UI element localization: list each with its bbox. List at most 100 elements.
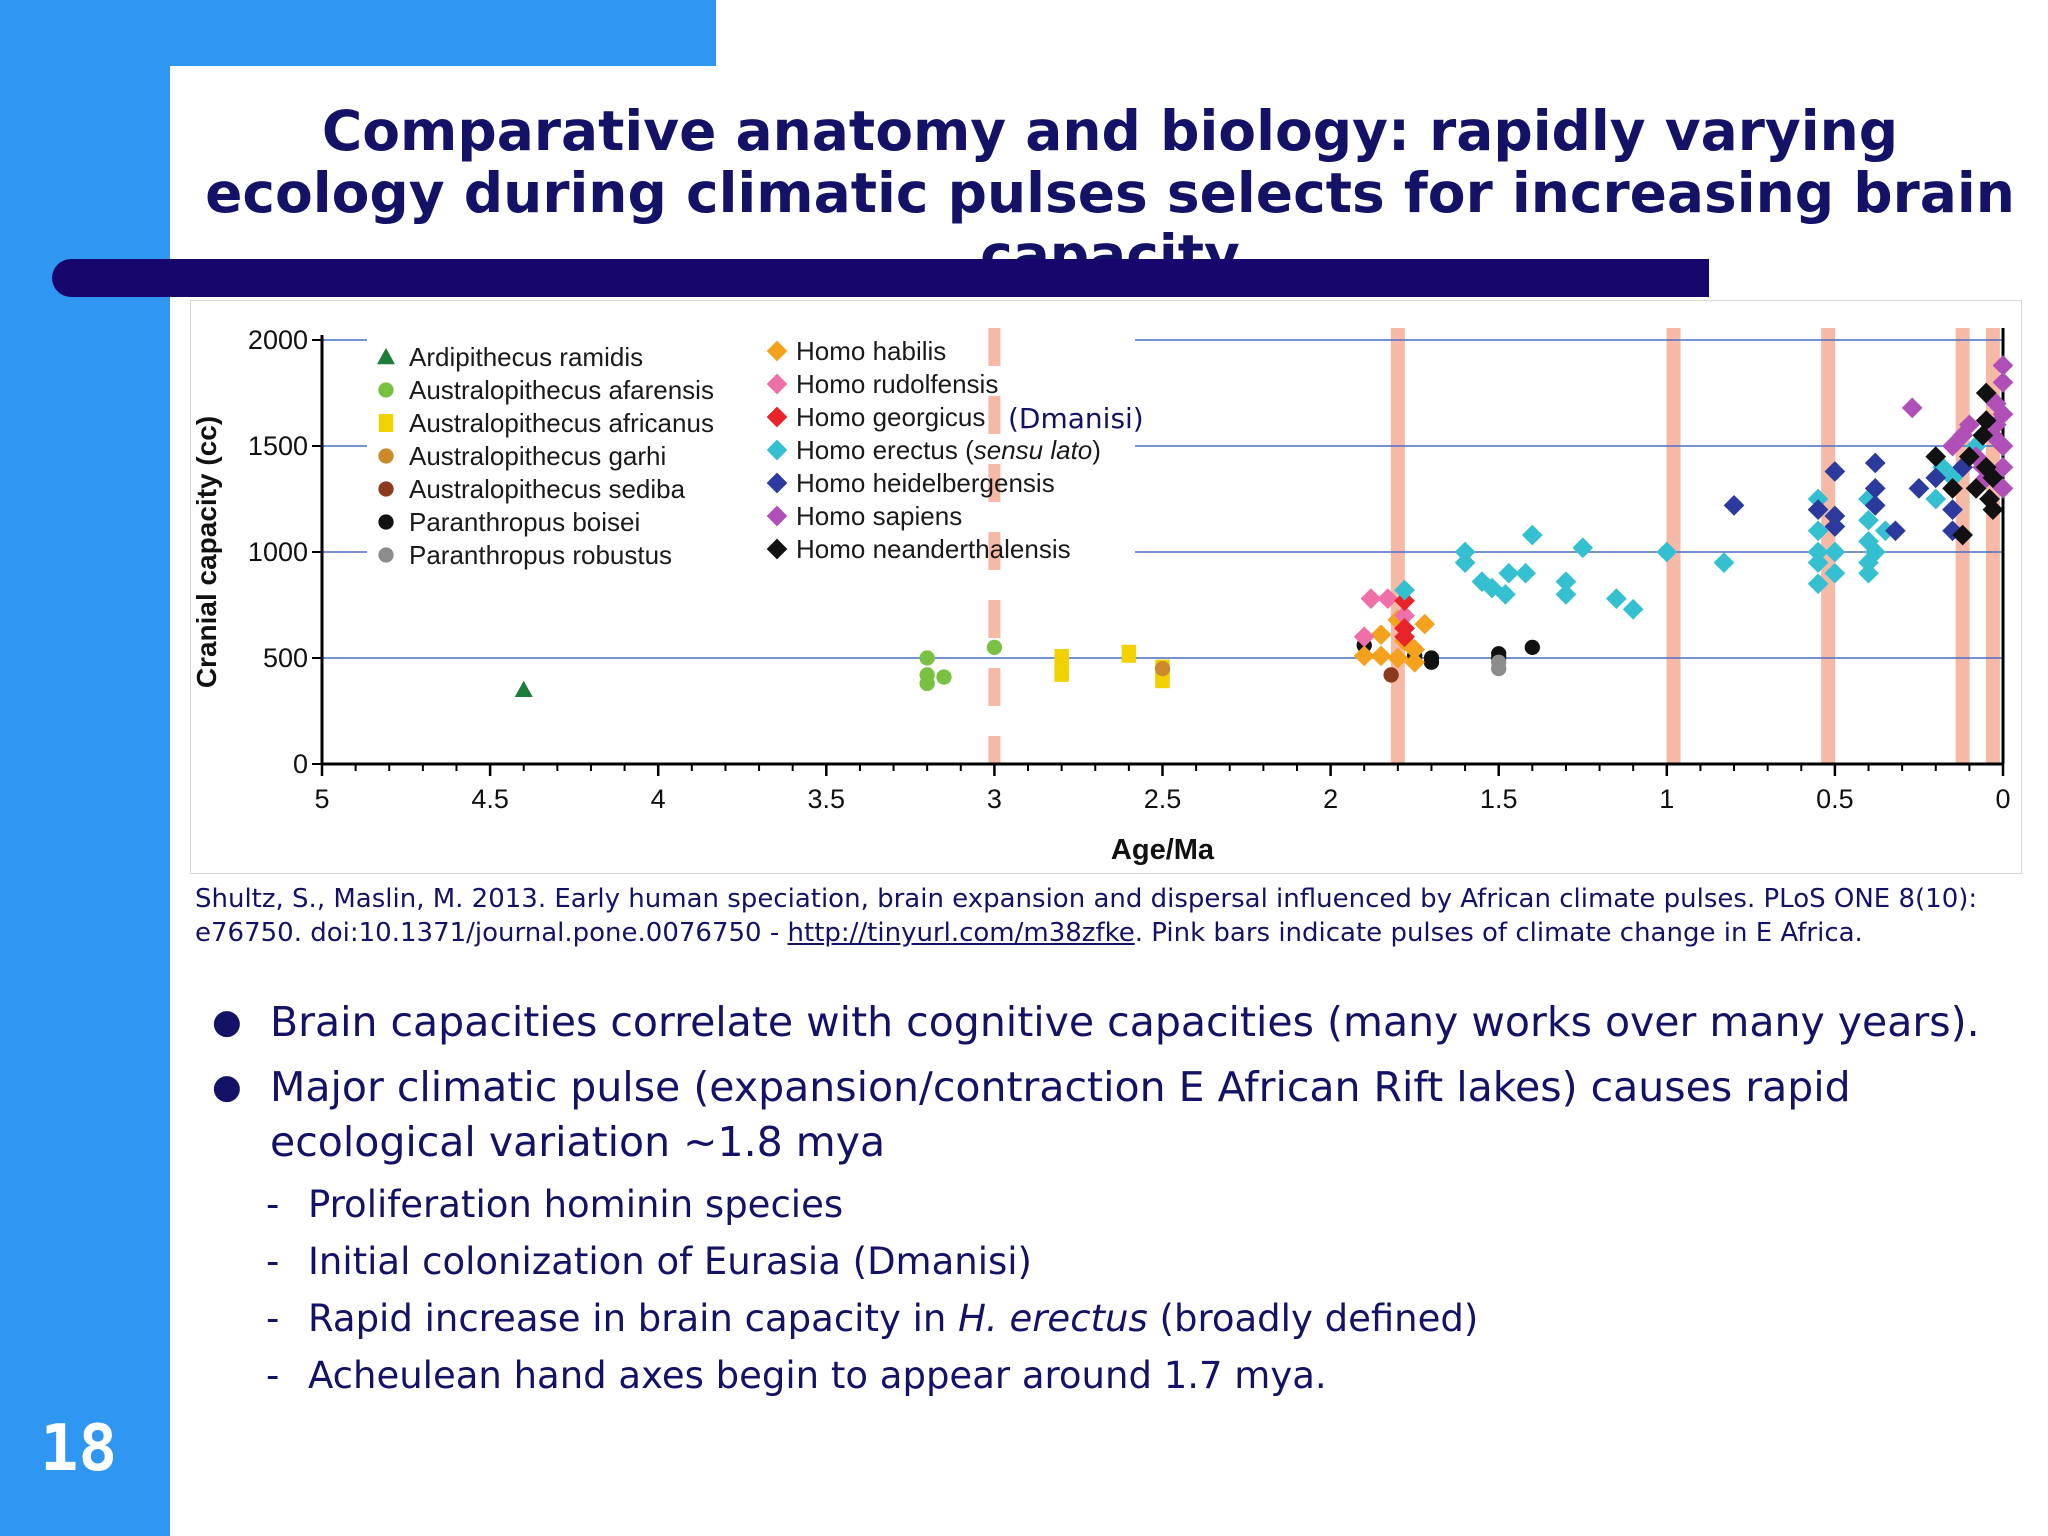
sub-bullet-text: Acheulean hand axes begin to appear arou…	[308, 1354, 1327, 1397]
page-number: 18	[40, 1412, 118, 1486]
data-point	[1824, 516, 1846, 537]
data-point	[1864, 495, 1886, 516]
dash-icon: -	[266, 1240, 280, 1283]
sub-bullet-text: Initial colonization of Eurasia (Dmanisi…	[308, 1240, 1032, 1283]
data-point	[1555, 571, 1577, 593]
sub-bullet-item: - Proliferation hominin species	[200, 1180, 2020, 1230]
data-point	[1383, 667, 1399, 683]
data-point	[1121, 644, 1137, 663]
legend-marker	[378, 547, 394, 563]
data-point	[1423, 654, 1440, 670]
data-point	[1959, 446, 1980, 467]
data-point	[1807, 520, 1829, 542]
y-tick-label: 2000	[248, 325, 308, 355]
data-point	[1481, 577, 1503, 599]
climate-pulse-bar	[1955, 328, 1970, 764]
data-point	[1972, 425, 1994, 446]
data-point	[1908, 478, 1930, 499]
data-point	[1901, 397, 1923, 419]
data-point	[919, 675, 935, 692]
data-point	[1524, 639, 1540, 656]
caption-link[interactable]: http://tinyurl.com/m38zfke	[787, 918, 1135, 948]
data-point	[1521, 524, 1543, 546]
data-point	[1858, 488, 1879, 510]
data-point	[1498, 562, 1520, 584]
legend-marker	[378, 448, 394, 464]
y-tick-label: 0	[293, 749, 308, 779]
legend-marker	[766, 472, 788, 494]
data-point	[1992, 355, 2014, 376]
dash-icon: -	[266, 1297, 280, 1340]
legend-label: Australopithecus afarensis	[409, 375, 714, 405]
legend-label: Homo heidelbergensis	[796, 468, 1055, 498]
bullet-list: ● Brain capacities correlate with cognit…	[200, 995, 2020, 1401]
data-point	[1858, 531, 1879, 552]
data-point	[1982, 467, 2004, 489]
legend-label: Ardipithecus ramidis	[409, 342, 643, 372]
sub-bullet-text: Proliferation hominin species	[308, 1183, 844, 1226]
sub-bullet-italic: H. erectus	[958, 1297, 1148, 1340]
x-tick-label: 0.5	[1816, 784, 1854, 814]
data-point	[986, 639, 1003, 656]
data-point	[1925, 488, 1947, 510]
data-point	[1824, 505, 1846, 527]
legend-label: Australopithecus garhi	[409, 441, 666, 471]
data-point	[1992, 456, 2014, 478]
data-point	[1824, 461, 1846, 482]
data-point	[1713, 552, 1735, 573]
bullet-text: Brain capacities correlate with cognitiv…	[270, 998, 1980, 1046]
data-point	[1807, 541, 1829, 563]
top-accent-bar	[0, 0, 716, 66]
x-tick-label: 3	[987, 784, 1002, 814]
data-point	[1495, 584, 1516, 605]
data-point	[1515, 562, 1536, 584]
legend-marker	[766, 538, 788, 560]
x-axis-label: Age/Ma	[1111, 834, 1215, 866]
data-point	[1965, 478, 1987, 499]
left-accent-bar	[0, 0, 170, 1536]
data-point	[1942, 520, 1963, 542]
data-point	[1054, 663, 1069, 682]
data-point	[1858, 562, 1879, 584]
data-point	[1807, 552, 1829, 573]
data-point	[1965, 435, 1987, 457]
sub-bullet-text: Rapid increase in brain capacity in	[308, 1297, 959, 1340]
climate-pulse-bar	[1821, 328, 1836, 764]
data-point	[1925, 467, 1947, 489]
data-point	[1723, 495, 1745, 516]
data-point	[1454, 552, 1476, 573]
data-point	[1491, 654, 1507, 670]
data-point	[1370, 645, 1392, 667]
legend-label: Paranthropus boisei	[409, 507, 640, 537]
caption-note: . Pink bars indicate pulses of climate c…	[1134, 918, 1863, 948]
x-tick-label: 5	[314, 784, 329, 814]
caption-citation: Shultz, S., Maslin, M. 2013. Early human…	[195, 884, 1978, 948]
data-point	[1952, 425, 1974, 446]
dash-icon: -	[266, 1183, 280, 1226]
data-point	[1807, 573, 1829, 595]
sub-bullet-item: - Initial colonization of Eurasia (Dmani…	[200, 1237, 2020, 1287]
legend-label: Australopithecus africanus	[409, 408, 714, 438]
title-rule	[52, 259, 1709, 297]
sub-bullet-item: - Acheulean hand axes begin to appear ar…	[200, 1351, 2020, 1401]
chart-frame	[190, 300, 2022, 874]
data-point	[1353, 645, 1375, 667]
legend-marker	[766, 439, 788, 461]
legend-label: Homo habilis	[796, 336, 946, 366]
y-axis-label: Cranial capacity (cc)	[191, 416, 222, 688]
legend-label: Paranthropus robustus	[409, 540, 672, 570]
data-point	[1387, 647, 1409, 669]
data-point	[1959, 414, 1980, 436]
data-point	[1414, 613, 1436, 635]
data-point	[1952, 456, 1974, 478]
data-point	[1885, 520, 1906, 542]
legend-label: Homo georgicus	[796, 402, 985, 432]
data-point	[1992, 372, 2014, 393]
data-point	[936, 669, 952, 685]
data-point	[919, 650, 935, 666]
data-point	[1404, 651, 1425, 673]
data-point	[1555, 584, 1577, 605]
legend-marker	[378, 414, 394, 432]
legend-marker	[766, 505, 788, 527]
data-point	[1807, 488, 1829, 510]
